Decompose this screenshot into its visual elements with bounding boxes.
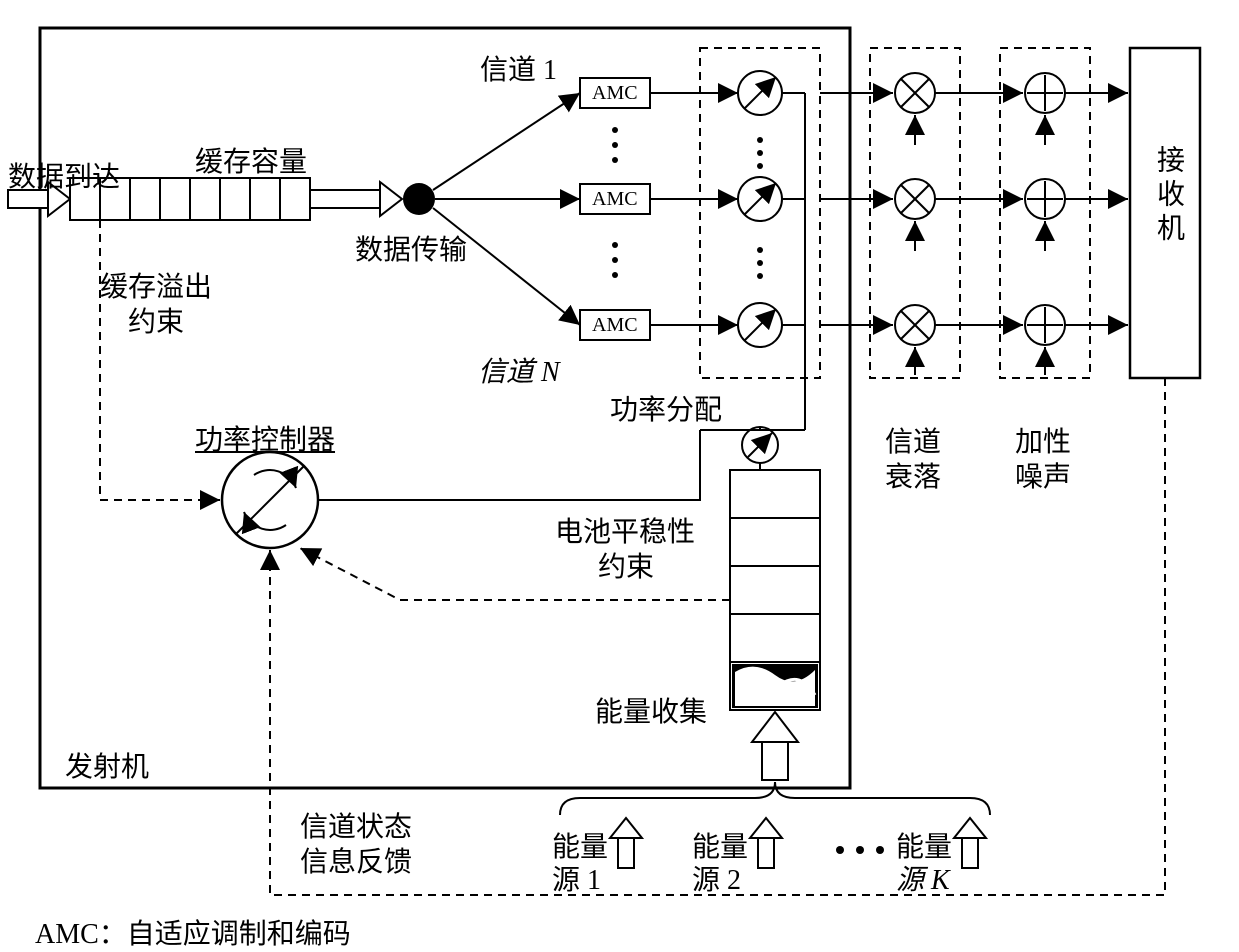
mult-1 (895, 73, 935, 113)
channel-fading-label2: 衰落 (885, 455, 941, 495)
power-amp-line (742, 427, 778, 463)
data-transmit-label: 数据传输 (355, 228, 467, 268)
add-3 (1025, 305, 1065, 345)
channel-n-label: 信道 N (478, 350, 560, 390)
energy-src-kb-label: 源 K (896, 858, 950, 898)
energy-src-arrow-k (954, 818, 986, 868)
channel-fading-label: 信道 (885, 420, 941, 460)
distributor-node (403, 183, 435, 215)
mult-2 (895, 179, 935, 219)
amc-text-3: AMC (592, 314, 638, 337)
energy-in-arrow (752, 712, 798, 780)
power-controller-icon (222, 452, 318, 548)
energy-harvest-label: 能量收集 (595, 690, 707, 730)
battery-constraint-label: 约束 (598, 545, 654, 585)
power-amp-3 (738, 303, 782, 347)
info-feedback-label: 信息反馈 (300, 840, 412, 880)
amc-text-1: AMC (592, 82, 638, 105)
add-1 (1025, 73, 1065, 113)
battery-steady-label: 电池平稳性 (555, 510, 695, 550)
channel-state-label: 信道状态 (300, 805, 412, 845)
transmitter-label: 发射机 (65, 745, 149, 785)
amc-legend-label: AMC：自适应调制和编码 (35, 912, 351, 952)
energy-src-1b-label: 源 1 (552, 858, 601, 898)
power-controller-label: 功率控制器 (195, 418, 335, 458)
energy-src-2b-label: 源 2 (692, 858, 741, 898)
buffer-capacity-label: 缓存容量 (195, 140, 307, 180)
power-amp-1 (738, 71, 782, 115)
energy-src-arrow-1 (610, 818, 642, 868)
receiver-label: 接收机 (1148, 145, 1188, 247)
additive-noise-label2: 噪声 (1015, 455, 1071, 495)
add-2 (1025, 179, 1065, 219)
power-alloc-label: 功率分配 (610, 388, 722, 428)
mult-3 (895, 305, 935, 345)
buffer-overflow-label: 缓存溢出 (100, 265, 212, 305)
additive-noise-label: 加性 (1015, 420, 1071, 460)
power-amp-2 (738, 177, 782, 221)
buffer-constraint-label: 约束 (128, 300, 184, 340)
energy-src-arrow-2 (750, 818, 782, 868)
battery (730, 470, 820, 710)
buffer-out-arrow (310, 182, 402, 216)
channel-1-label: 信道 1 (480, 48, 557, 88)
transmitter-box (40, 28, 850, 788)
amc-text-2: AMC (592, 188, 638, 211)
data-arrival-label: 数据到达 (8, 155, 120, 195)
